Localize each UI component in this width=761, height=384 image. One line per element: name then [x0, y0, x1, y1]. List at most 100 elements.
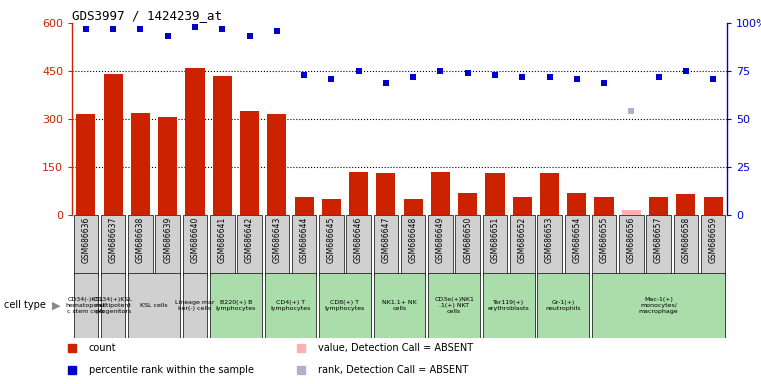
Bar [565, 215, 589, 276]
Bar [210, 273, 262, 338]
Text: GSM686642: GSM686642 [245, 217, 254, 263]
Bar [101, 215, 126, 276]
Text: KSL cells: KSL cells [140, 303, 168, 308]
Bar [267, 114, 286, 215]
Text: GSM686641: GSM686641 [218, 217, 227, 263]
Bar [428, 215, 453, 276]
Bar [540, 174, 559, 215]
Bar [455, 215, 480, 276]
Bar [183, 273, 207, 338]
Text: count: count [89, 343, 116, 354]
Bar [265, 215, 289, 276]
Text: GDS3997 / 1424239_at: GDS3997 / 1424239_at [72, 9, 222, 22]
Bar [377, 174, 396, 215]
Text: cell type: cell type [4, 300, 46, 310]
Text: Mac-1(+)
monocytes/
macrophage: Mac-1(+) monocytes/ macrophage [638, 297, 678, 314]
Bar [319, 215, 344, 276]
Bar [592, 215, 616, 276]
Bar [482, 215, 508, 276]
Bar [401, 215, 425, 276]
Text: GSM686639: GSM686639 [164, 217, 172, 263]
Bar [295, 197, 314, 215]
Text: CD8(+) T
lymphocytes: CD8(+) T lymphocytes [325, 300, 365, 311]
Text: Ter119(+)
erythroblasts: Ter119(+) erythroblasts [488, 300, 530, 311]
Text: GSM686645: GSM686645 [327, 217, 336, 263]
Bar [622, 210, 641, 215]
Bar [210, 215, 234, 276]
Text: GSM686658: GSM686658 [681, 217, 690, 263]
Text: GSM686647: GSM686647 [381, 217, 390, 263]
Text: percentile rank within the sample: percentile rank within the sample [89, 364, 253, 375]
Bar [510, 215, 534, 276]
Bar [619, 215, 644, 276]
Bar [349, 172, 368, 215]
Bar [374, 273, 425, 338]
Bar [594, 197, 613, 215]
Bar [319, 273, 371, 338]
Bar [701, 215, 725, 276]
Bar [646, 215, 671, 276]
Bar [265, 273, 317, 338]
Text: GSM686643: GSM686643 [272, 217, 282, 263]
Text: GSM686646: GSM686646 [354, 217, 363, 263]
Text: ▶: ▶ [52, 300, 60, 310]
Bar [537, 215, 562, 276]
Text: GSM686657: GSM686657 [654, 217, 663, 263]
Text: CD3e(+)NK1
.1(+) NKT
cells: CD3e(+)NK1 .1(+) NKT cells [434, 297, 474, 314]
Text: GSM686653: GSM686653 [545, 217, 554, 263]
Text: GSM686655: GSM686655 [600, 217, 609, 263]
Bar [322, 199, 341, 215]
Text: rank, Detection Call = ABSENT: rank, Detection Call = ABSENT [318, 364, 468, 375]
Bar [155, 215, 180, 276]
Bar [486, 174, 505, 215]
Text: NK1.1+ NK
cells: NK1.1+ NK cells [382, 300, 417, 311]
Text: GSM686649: GSM686649 [436, 217, 445, 263]
Bar [431, 172, 450, 215]
Bar [237, 215, 262, 276]
Text: GSM686640: GSM686640 [190, 217, 199, 263]
Bar [346, 215, 371, 276]
Bar [403, 199, 422, 215]
Text: Lineage mar
ker(-) cells: Lineage mar ker(-) cells [175, 300, 215, 311]
Text: CD4(+) T
lymphocytes: CD4(+) T lymphocytes [270, 300, 310, 311]
Bar [158, 118, 177, 215]
Bar [128, 273, 180, 338]
Bar [131, 113, 150, 215]
Text: GSM686656: GSM686656 [627, 217, 635, 263]
Bar [213, 76, 232, 215]
Bar [291, 215, 317, 276]
Text: GSM686637: GSM686637 [109, 217, 118, 263]
Bar [374, 215, 398, 276]
Bar [482, 273, 534, 338]
Text: Gr-1(+)
neutrophils: Gr-1(+) neutrophils [546, 300, 581, 311]
Text: GSM686650: GSM686650 [463, 217, 472, 263]
Bar [592, 273, 725, 338]
Text: GSM686654: GSM686654 [572, 217, 581, 263]
Text: GSM686659: GSM686659 [708, 217, 718, 263]
Bar [677, 194, 696, 215]
Bar [76, 114, 95, 215]
Text: B220(+) B
lymphocytes: B220(+) B lymphocytes [215, 300, 256, 311]
Bar [128, 215, 153, 276]
Text: GSM686648: GSM686648 [409, 217, 418, 263]
Bar [513, 197, 532, 215]
Bar [240, 111, 259, 215]
Bar [704, 197, 723, 215]
Text: CD34(-)KSL
hematopoiet
c stem cells: CD34(-)KSL hematopoiet c stem cells [65, 297, 106, 314]
Bar [101, 273, 126, 338]
Bar [458, 193, 477, 215]
Bar [74, 215, 98, 276]
Text: GSM686651: GSM686651 [491, 217, 499, 263]
Bar [186, 68, 205, 215]
Bar [537, 273, 589, 338]
Bar [673, 215, 698, 276]
Text: GSM686636: GSM686636 [81, 217, 91, 263]
Bar [74, 273, 98, 338]
Text: CD34(+)KSL
multipotent
progenitors: CD34(+)KSL multipotent progenitors [94, 297, 132, 314]
Bar [183, 215, 207, 276]
Bar [567, 193, 586, 215]
Bar [428, 273, 480, 338]
Text: GSM686638: GSM686638 [136, 217, 145, 263]
Text: value, Detection Call = ABSENT: value, Detection Call = ABSENT [318, 343, 473, 354]
Bar [649, 197, 668, 215]
